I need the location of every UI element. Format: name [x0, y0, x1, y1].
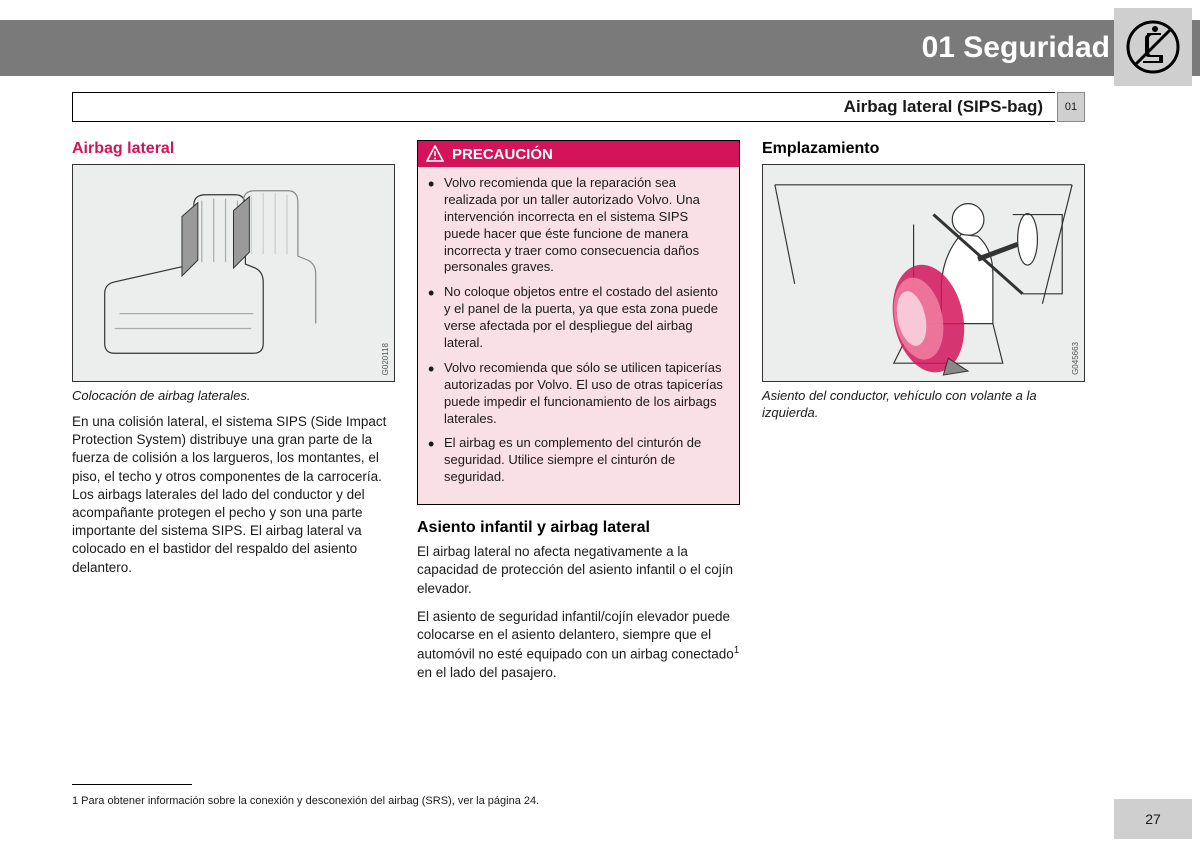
col2-p2: El asiento de seguridad infantil/cojín e… [417, 608, 740, 682]
content-grid: Airbag lateral G020118 C [72, 140, 1085, 787]
figure1-caption: Colocación de airbag laterales. [72, 388, 395, 405]
col2-p1: El airbag lateral no afecta negativament… [417, 543, 740, 598]
caution-title: PRECAUCIÓN [452, 146, 553, 163]
warning-triangle-icon [426, 145, 444, 163]
col3-heading: Emplazamiento [762, 140, 1085, 158]
section-title-box: Airbag lateral (SIPS-bag) [72, 92, 1055, 122]
caution-box: PRECAUCIÓN Volvo recomienda que la repar… [417, 140, 740, 505]
section-title: Airbag lateral (SIPS-bag) [844, 97, 1043, 117]
caution-item: El airbag es un complemento del cinturón… [428, 435, 727, 486]
figure-seat-airbag: G020118 [72, 164, 395, 382]
no-child-seat-icon [1114, 8, 1192, 86]
caution-item: No coloque objetos entre el costado del … [428, 284, 727, 352]
footnote: 1 Para obtener información sobre la cone… [72, 795, 539, 807]
chapter-tab: 01 [1057, 92, 1085, 122]
footnote-ref: 1 [734, 645, 740, 656]
caution-item: Volvo recomienda que la reparación sea r… [428, 175, 727, 276]
chapter-title: 01 Seguridad [922, 31, 1110, 65]
footnote-rule [72, 784, 192, 785]
page-header-bar: 01 Seguridad [0, 20, 1200, 76]
col1-body: En una colisión lateral, el sistema SIPS… [72, 413, 395, 577]
caution-body: Volvo recomienda que la reparación sea r… [418, 167, 739, 504]
col1-heading: Airbag lateral [72, 140, 395, 158]
figure2-code: G045663 [1071, 342, 1080, 375]
figure2-caption: Asiento del conductor, vehículo con vola… [762, 388, 1085, 422]
column-3: Emplazamiento [762, 140, 1085, 787]
col2-subheading: Asiento infantil y airbag lateral [417, 519, 740, 537]
caution-header: PRECAUCIÓN [418, 141, 739, 167]
figure-driver-seat: G045663 [762, 164, 1085, 382]
column-2: PRECAUCIÓN Volvo recomienda que la repar… [417, 140, 740, 787]
caution-item: Volvo recomienda que sólo se utilicen ta… [428, 360, 727, 428]
page-number: 27 [1114, 799, 1192, 839]
column-1: Airbag lateral G020118 C [72, 140, 395, 787]
figure1-code: G020118 [381, 343, 390, 375]
